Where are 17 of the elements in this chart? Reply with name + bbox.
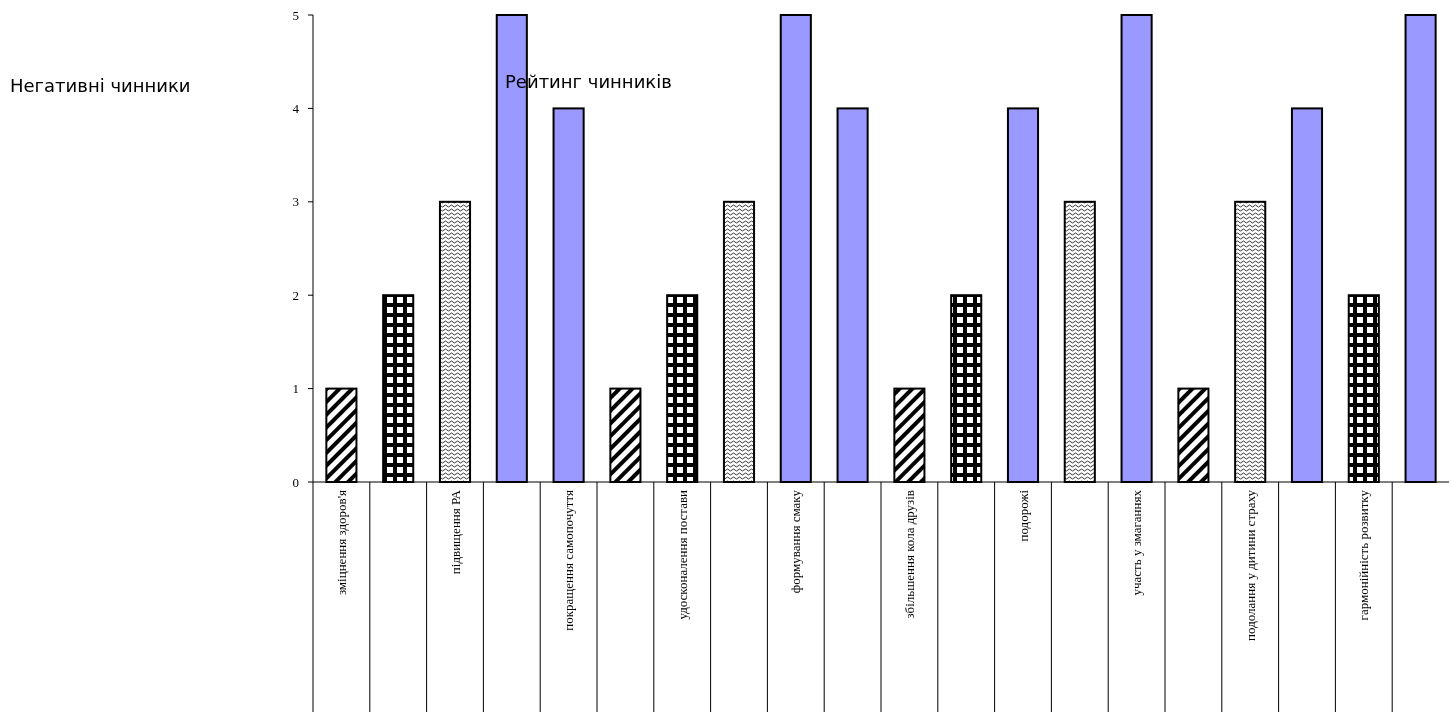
x-tick-label: гармонійність розвитку	[1356, 489, 1372, 621]
y-tick-label: 0	[292, 474, 299, 490]
y-tick-label: 4	[292, 100, 300, 116]
x-tick-label: формування смаку	[788, 489, 804, 594]
y-tick-label: 1	[292, 381, 299, 397]
x-tick-label: подолання у дитини страху	[1242, 489, 1258, 641]
x-tick-label: участь у змаганнях	[1129, 489, 1145, 596]
y-tick-label: 5	[292, 7, 299, 23]
x-tick-label: зміцнення здоров'я	[333, 489, 349, 596]
y-tick-label: 2	[292, 287, 299, 303]
x-tick-label: удосконалення постави	[674, 489, 690, 620]
x-tick-label: підвищення РА	[447, 489, 463, 575]
y-tick-label: 3	[292, 194, 299, 210]
x-tick-label: покращення самопочуття	[561, 489, 577, 631]
text: Негативні чинники	[10, 75, 191, 96]
x-tick-label: збільшення кола друзів	[901, 490, 917, 619]
x-tick-label: подорожі	[1015, 489, 1031, 542]
